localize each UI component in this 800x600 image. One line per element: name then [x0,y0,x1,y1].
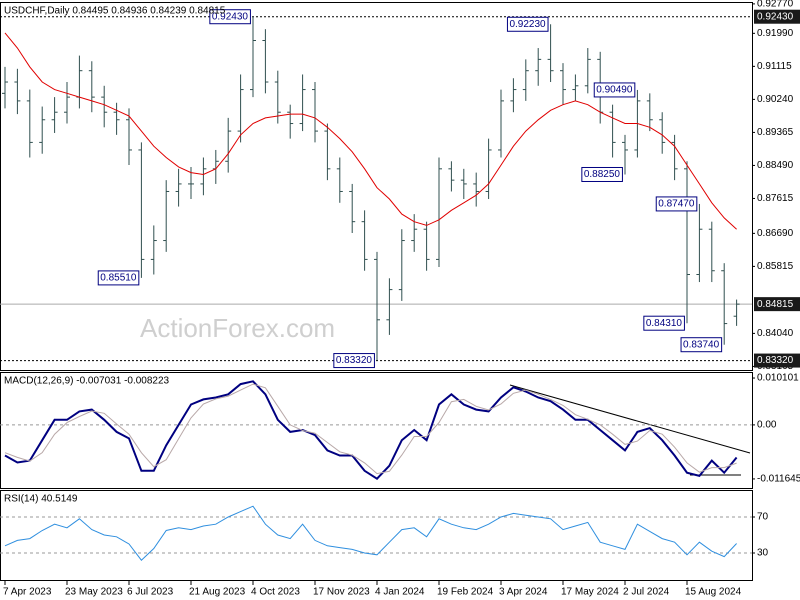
annotation-box [97,270,140,286]
y-tick-label: 0.91115 [757,61,792,72]
moving-average [4,32,737,230]
annotation-label: 0.85510 [100,273,137,284]
x-tick-label: 6 Jul 2023 [127,587,174,598]
x-tick-label: 15 Aug 2024 [685,587,742,598]
series-line [4,505,737,561]
x-tick-label: 3 Apr 2024 [499,587,548,598]
y-tick-label: 70 [757,512,769,523]
panel-title: USDCHF,Daily 0.84495 0.84936 0.84239 0.8… [4,6,226,17]
y-tick-label: 30 [757,548,769,559]
annotation-box [581,166,623,182]
annotation-label: 0.83740 [683,339,720,350]
level-label: 0.84815 [757,299,794,310]
y-tick-label: 0.010101 [757,373,799,384]
y-tick-label: -0.011645 [757,474,800,485]
x-tick-label: 4 Jan 2024 [375,587,425,598]
y-tick-label: 0.84040 [757,328,794,339]
annotation-box [209,9,251,25]
y-tick-label: 0.92770 [757,0,794,10]
x-tick-label: 19 Feb 2024 [437,587,494,598]
x-tick-label: 17 Nov 2023 [313,587,370,598]
annotation-box [333,353,375,369]
annotation-box [643,315,685,331]
y-tick-label: 0.90240 [757,94,794,105]
y-tick-label: 0.85815 [757,261,794,272]
level-label-bg [754,9,800,24]
annotation-label: 0.92430 [212,11,249,22]
watermark: ActionForex.com [140,313,335,343]
annotation-box [655,196,698,212]
panel-frame [0,372,753,489]
x-tick-label: 7 Apr 2023 [3,587,52,598]
y-tick-label: 0.86690 [757,228,794,239]
level-label-bg [754,353,800,368]
x-tick-label: 17 May 2024 [561,587,619,598]
x-tick-label: 4 Oct 2023 [251,587,300,598]
panel-frame [0,2,753,371]
y-tick-label: 0.87615 [757,193,794,204]
panel-title: MACD(12,26,9) -0.007031 -0.008223 [4,376,170,387]
annotation-label: 0.87470 [658,199,695,210]
annotation-label: 0.90490 [596,85,633,96]
series-line [4,380,738,480]
x-tick-label: 23 May 2023 [65,587,123,598]
annotation-label: 0.88250 [584,169,621,180]
level-label: 0.92430 [757,11,794,22]
annotation-box [680,337,723,353]
annotation-label: 0.83320 [336,355,373,366]
annotation-box [593,82,636,98]
panel-title: RSI(14) 40.5149 [4,494,78,505]
series-line [4,383,737,475]
y-tick-label: 0.89365 [757,127,794,138]
annotation-box [506,16,549,32]
x-tick-label: 21 Aug 2023 [189,587,246,598]
panel-frame [0,490,753,581]
y-tick-label: 0.91990 [757,28,794,39]
y-tick-label: 0.88490 [757,160,794,171]
y-tick-label: 0.00 [757,420,777,431]
annotation-label: 0.84310 [646,318,683,329]
level-label: 0.83320 [757,355,794,366]
level-label-bg [754,297,800,312]
trend-line [509,384,751,454]
x-tick-label: 2 Jul 2024 [623,587,670,598]
annotation-label: 0.92230 [509,19,546,30]
